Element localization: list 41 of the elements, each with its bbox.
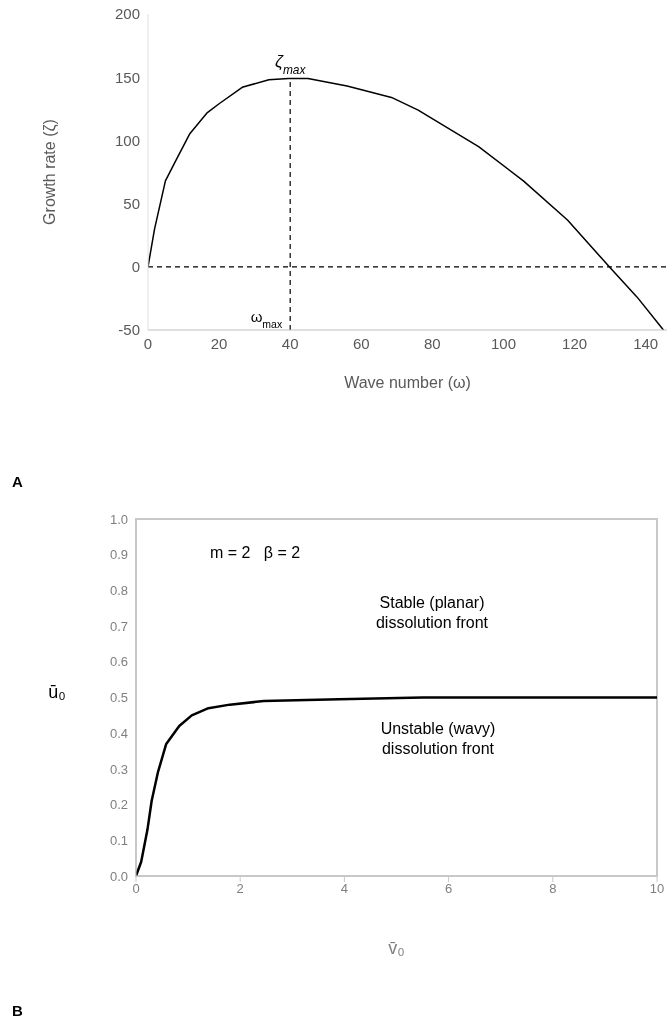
text: B — [12, 1002, 23, 1019]
y-tick-label: 0.0 — [109, 868, 128, 884]
annotation: Stable (planar) dissolution front — [375, 594, 489, 631]
y-tick-label: 0.2 — [109, 797, 128, 813]
y-tick-label: 100 — [114, 131, 140, 149]
y-tick-label: -50 — [118, 321, 140, 339]
x-tick-label: 140 — [633, 334, 659, 352]
x-tick-label: 0 — [143, 334, 153, 352]
y-tick-label: 0.3 — [109, 761, 128, 777]
y-tick-label: 150 — [114, 68, 140, 86]
y-tick-label: 0.6 — [109, 654, 128, 670]
y-axis-title: ū₀ — [48, 681, 66, 702]
y-tick-label: 1.0 — [109, 511, 128, 527]
y-tick-label: 0.1 — [109, 832, 128, 848]
annotation: m = 2 β = 2 — [210, 544, 301, 561]
x-tick-label: 6 — [444, 881, 453, 897]
x-axis-title: v̄₀ — [388, 938, 405, 958]
x-tick-label: 120 — [562, 334, 588, 352]
y-tick-label: 0.8 — [109, 583, 128, 599]
x-axis-title: Wave number (ω) — [344, 374, 471, 391]
y-tick-label: 50 — [123, 194, 140, 212]
x-tick-label: 10 — [649, 881, 665, 897]
y-tick-label: 0.7 — [109, 618, 128, 634]
x-tick-label: 60 — [352, 334, 370, 352]
y-tick-label: 200 — [114, 5, 140, 23]
x-tick-label: 100 — [490, 334, 516, 352]
x-tick-label: 8 — [549, 881, 557, 897]
annotation: ζ$_{max}$ — [275, 52, 307, 78]
x-tick-label: 20 — [210, 334, 228, 352]
y-axis-title: Growth rate (ζ) — [41, 119, 59, 225]
annotation: ω$_{max}$ — [250, 308, 283, 330]
y-tick-label: 0.4 — [109, 725, 128, 741]
y-tick-label: 0 — [131, 258, 140, 276]
y-tick-label: 0.5 — [109, 690, 128, 706]
x-tick-label: 80 — [424, 334, 441, 352]
x-tick-label: 40 — [281, 334, 299, 352]
annotation: Unstable (wavy) dissolution front — [380, 720, 496, 757]
x-tick-label: 2 — [236, 881, 244, 897]
x-tick-label: 4 — [340, 881, 349, 897]
y-tick-label: 0.9 — [109, 547, 128, 563]
text: A — [12, 473, 23, 490]
